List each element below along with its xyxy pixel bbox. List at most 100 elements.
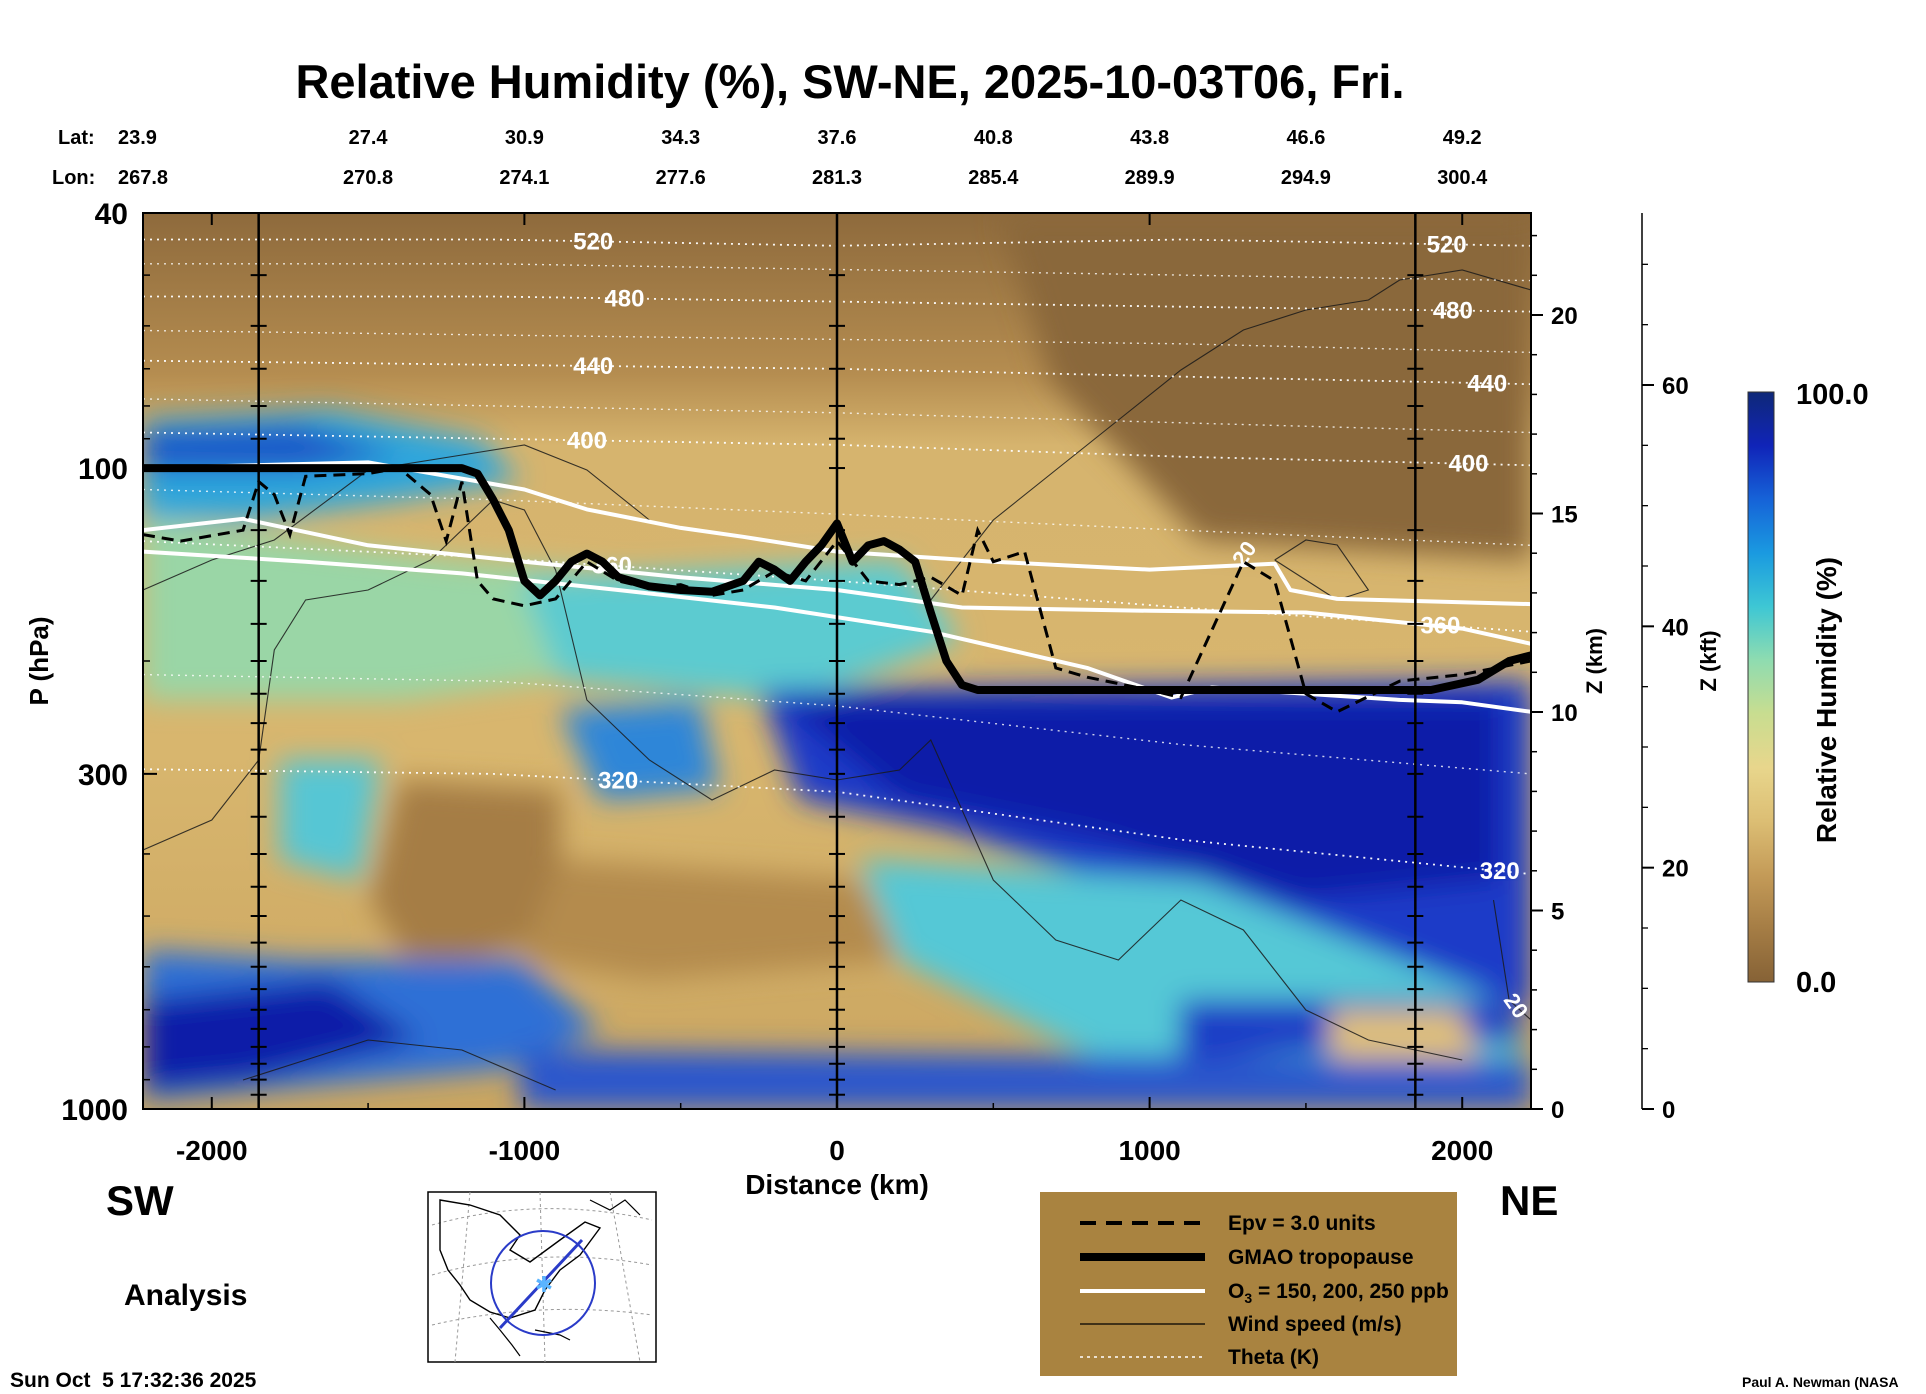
dry-patch-lower-right xyxy=(1330,1010,1480,1060)
z-kft-tick-label: 0 xyxy=(1662,1097,1675,1124)
lon-value: 267.8 xyxy=(118,167,168,189)
x-tick-label: 1000 xyxy=(1118,1135,1180,1166)
ne-label: NE xyxy=(1500,1177,1558,1224)
cyan-column-left xyxy=(280,760,380,880)
ozone-contour xyxy=(143,549,1531,714)
wind-contour xyxy=(930,269,1531,601)
colorbar-max-label: 100.0 xyxy=(1796,379,1869,411)
x-tick-label: 2000 xyxy=(1431,1135,1493,1166)
lat-value: 34.3 xyxy=(661,127,700,149)
wind-contour xyxy=(1492,899,1531,1021)
dry-pocket-left xyxy=(370,780,560,980)
z-km-tick-label: 10 xyxy=(1551,700,1578,727)
lon-label: Lon: xyxy=(52,167,95,189)
y-tick-label: 1000 xyxy=(61,1094,128,1127)
wind-contour xyxy=(1274,539,1370,601)
epv-line xyxy=(143,466,1531,714)
boundary-layer-band xyxy=(520,1050,1531,1109)
humidity-regions xyxy=(143,213,1531,1109)
epv-contour xyxy=(143,466,1531,714)
dry-stratosphere-region xyxy=(1000,213,1531,560)
legend: Epv = 3.0 units GMAO tropopause O3 = 150… xyxy=(1040,1192,1457,1376)
credit: Paul A. Newman (NASA xyxy=(1742,1374,1899,1390)
legend-ozone-subscript: 3 xyxy=(1244,1290,1252,1306)
sw-label: SW xyxy=(106,1177,174,1224)
legend-wind-label: Wind speed (m/s) xyxy=(1228,1313,1402,1336)
boundary-layer-core-left xyxy=(143,980,420,1090)
wind-contour xyxy=(242,1039,556,1091)
lat-value: 40.8 xyxy=(974,127,1013,149)
graticule xyxy=(431,1191,653,1363)
lat-value: 27.4 xyxy=(349,127,389,149)
y-tick-label: 40 xyxy=(95,198,128,231)
legend-ozone-label: O3 = 150, 200, 250 ppb xyxy=(1228,1280,1449,1306)
saturated-core xyxy=(780,700,1500,900)
x-axis: -2000 -1000 0 1000 2000 xyxy=(176,213,1493,1166)
colorbar-min-label: 0.0 xyxy=(1796,967,1836,999)
colorbar-scale xyxy=(1747,391,1775,983)
theta-contour-label: 480 xyxy=(1433,297,1473,324)
lon-value: 294.9 xyxy=(1281,167,1331,189)
theta-contour-label: 440 xyxy=(1467,370,1507,397)
z-km-tick-label: 0 xyxy=(1551,1097,1564,1124)
legend-theta-label: Theta (K) xyxy=(1228,1346,1319,1369)
theta-contour-label: 320 xyxy=(1480,858,1520,885)
z-kft-tick-label: 20 xyxy=(1662,856,1689,883)
x-axis-label: Distance (km) xyxy=(745,1169,929,1200)
legend-tropopause-label: GMAO tropopause xyxy=(1228,1246,1414,1269)
theta-contour-label: 400 xyxy=(567,427,607,454)
chart-title: Relative Humidity (%), SW-NE, 2025-10-03… xyxy=(295,55,1404,108)
y-axis-pressure: 40 100 300 1000 xyxy=(61,198,157,1127)
y-axis-label: P (hPa) xyxy=(24,616,54,705)
theta-contour-label: 400 xyxy=(1448,451,1488,478)
x-tick-label: -1000 xyxy=(489,1135,561,1166)
legend-ozone-prefix: O xyxy=(1228,1280,1244,1303)
lon-value: 277.6 xyxy=(656,167,706,189)
lat-label: Lat: xyxy=(58,127,95,149)
theta-contour-label: 480 xyxy=(604,285,644,312)
x-tick-label: -2000 xyxy=(176,1135,248,1166)
lat-value: 23.9 xyxy=(118,127,157,149)
lat-lon-header: Lat: Lon: 23.9 267.8 27.4 270.8 30.9 274.1 34.… xyxy=(52,127,1488,189)
analysis-label: Analysis xyxy=(124,1279,247,1312)
moist-core-upper-left xyxy=(143,425,400,470)
lon-value: 289.9 xyxy=(1125,167,1175,189)
y-tick-label: 100 xyxy=(78,453,128,486)
range-circle xyxy=(490,1230,596,1336)
lon-value: 274.1 xyxy=(499,167,549,189)
theta-contour-label: 520 xyxy=(1427,231,1467,258)
lon-value: 300.4 xyxy=(1437,167,1488,189)
y-axis-z-kft: 0 20 40 60 xyxy=(1641,213,1689,1124)
inset-map: ✱ xyxy=(427,1191,657,1363)
lon-value: 285.4 xyxy=(968,167,1019,189)
greenland-coastline xyxy=(589,1199,641,1216)
lat-value: 46.6 xyxy=(1286,127,1325,149)
z-kft-tick-label: 60 xyxy=(1662,373,1689,400)
caribbean-coastline xyxy=(489,1317,571,1357)
timestamp: Sun Oct 5 17:32:36 2025 xyxy=(10,1369,257,1392)
wind-contour xyxy=(143,499,1463,1061)
lat-value: 30.9 xyxy=(505,127,544,149)
colorbar-title: Relative Humidity (%) xyxy=(1811,557,1842,843)
z-kft-axis-label: Z (kft) xyxy=(1696,630,1721,691)
z-km-tick-label: 15 xyxy=(1551,502,1578,529)
position-lines xyxy=(250,213,1424,1109)
legend-ozone-suffix: = 150, 200, 250 ppb xyxy=(1252,1280,1449,1303)
lat-value: 43.8 xyxy=(1130,127,1169,149)
lat-value: 37.6 xyxy=(818,127,857,149)
moist-patch-mid xyxy=(560,700,720,800)
cross-section-path xyxy=(498,1238,584,1330)
y-axis-z-km: 0 5 10 15 20 xyxy=(1531,234,1578,1124)
tropopause-line xyxy=(143,464,1531,694)
theta-contour-label: 320 xyxy=(598,767,638,794)
lon-value: 281.3 xyxy=(812,167,862,189)
y-tick-label: 300 xyxy=(78,759,128,792)
cyan-band xyxy=(520,560,960,700)
x-tick-label: 0 xyxy=(829,1135,845,1166)
dry-pocket-mid xyxy=(520,860,900,980)
legend-epv-label: Epv = 3.0 units xyxy=(1228,1212,1376,1235)
z-km-tick-label: 20 xyxy=(1551,303,1578,330)
lat-value: 49.2 xyxy=(1443,127,1482,149)
